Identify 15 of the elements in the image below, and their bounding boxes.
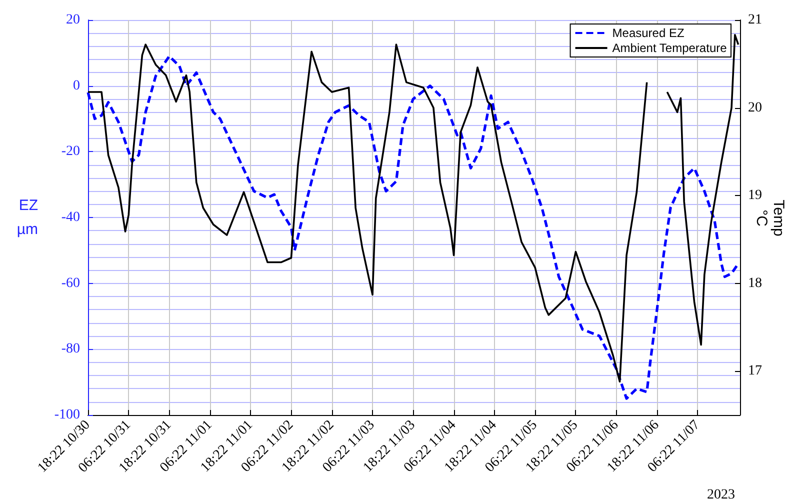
legend-label: Ambient Temperature [612,41,728,55]
y-tick-label: -60 [61,276,80,291]
legend-label: Measured EZ [612,26,684,40]
text: 2023 [707,488,735,502]
y2-tick-label: 17 [748,364,762,379]
y-tick-label: -100 [54,408,80,422]
y-tick-label: -80 [61,342,80,357]
y-axis-title: EZ µm [16,197,38,238]
y-tick-label: -40 [61,210,80,225]
y-tick-label: 20 [66,12,80,28]
y2-tick-label: 20 [748,100,762,116]
y-tick-label: -20 [61,144,80,160]
y2-tick-label: 18 [748,276,762,291]
y2-tick-label: 21 [748,12,762,28]
y-tick-label: 0 [73,78,80,94]
